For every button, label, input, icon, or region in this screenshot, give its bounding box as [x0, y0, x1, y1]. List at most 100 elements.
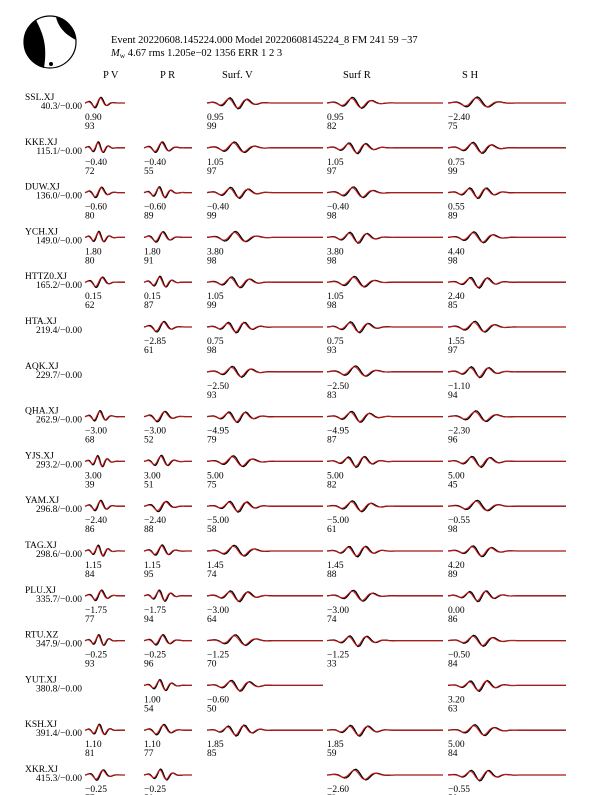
fit-percent-label: 91	[144, 256, 154, 266]
time-shift-label: 0.90	[85, 113, 102, 123]
fit-percent-label: 89	[448, 212, 458, 222]
fit-percent-label: 85	[448, 301, 458, 311]
station-name: HTA.XJ	[25, 317, 57, 327]
synthetic-waveform	[447, 187, 566, 199]
fit-percent-label: 82	[327, 480, 337, 490]
fit-percent-label: 89	[144, 212, 154, 222]
fit-percent-label: 89	[448, 570, 458, 580]
observed-waveform	[326, 275, 443, 288]
station-row: HTTZ0.XJ165.2/−0.000.15620.15871.05991.0…	[25, 272, 566, 311]
synthetic-waveform	[447, 456, 566, 467]
fit-percent-label: 95	[144, 570, 154, 580]
fit-percent-label: 39	[85, 480, 95, 490]
synthetic-waveform	[326, 276, 443, 288]
station-row: TAG.XJ298.6/−0.001.15841.15951.45741.458…	[25, 541, 566, 580]
time-shift-label: 1.45	[207, 561, 224, 571]
synthetic-waveform	[206, 142, 323, 153]
fit-percent-label: 85	[207, 749, 217, 759]
fit-percent-label: 77	[85, 615, 95, 625]
observed-waveform	[206, 411, 323, 424]
synthetic-waveform	[326, 232, 443, 243]
fit-percent-label: 93	[327, 346, 337, 356]
observed-waveform	[447, 769, 566, 782]
station-name: PLU.XJ	[25, 586, 56, 596]
synthetic-waveform	[84, 97, 125, 108]
station-distance: 293.2/−0.00	[36, 460, 82, 470]
station-distance: 165.2/−0.00	[36, 281, 82, 291]
time-shift-label: −0.40	[207, 203, 229, 213]
synthetic-waveform	[206, 725, 323, 736]
fit-percent-label: 86	[85, 525, 95, 535]
time-shift-label: −3.00	[207, 606, 229, 616]
synthetic-waveform	[143, 545, 192, 555]
station-name: YCH.XJ	[25, 227, 58, 237]
fit-percent-label: 99	[207, 122, 217, 132]
station-name: HTTZ0.XJ	[25, 272, 67, 282]
time-shift-label: −0.55	[448, 785, 470, 795]
fit-percent-label: 68	[85, 436, 95, 446]
synthetic-waveform	[447, 500, 566, 511]
time-shift-label: −0.40	[144, 158, 166, 168]
time-shift-label: 1.10	[85, 740, 102, 750]
station-row: HTA.XJ219.4/−0.00−2.85610.75980.75931.55…	[25, 317, 566, 356]
trace-sh: −0.5558	[447, 769, 566, 795]
fit-percent-label: 54	[144, 704, 154, 714]
time-shift-label: 3.20	[448, 695, 465, 705]
time-shift-label: 1.15	[144, 561, 161, 571]
station-row: KKE.XJ115.1/−0.00−0.4072−0.40551.05971.0…	[25, 138, 566, 177]
fit-percent-label: 84	[85, 570, 95, 580]
time-shift-label: 5.00	[448, 740, 465, 750]
station-distance: 40.3/−0.00	[41, 102, 82, 112]
time-shift-label: 5.00	[207, 471, 224, 481]
fit-percent-label: 63	[448, 704, 458, 714]
synthetic-waveform	[206, 187, 323, 199]
time-shift-label: −1.75	[144, 606, 166, 616]
synthetic-waveform	[447, 546, 566, 557]
synthetic-waveform	[206, 680, 323, 691]
observed-waveform	[84, 140, 125, 154]
time-shift-label: −1.75	[85, 606, 107, 616]
fit-percent-label: 50	[207, 704, 217, 714]
time-shift-label: −2.50	[327, 382, 349, 392]
synthetic-waveform	[143, 411, 192, 422]
observed-waveform	[447, 410, 566, 422]
time-shift-label: −2.40	[85, 516, 107, 526]
time-shift-label: −2.60	[327, 785, 349, 795]
station-row: QHA.XJ262.9/−0.00−3.0068−3.0052−4.9579−4…	[25, 407, 566, 446]
fit-percent-label: 59	[327, 749, 337, 759]
time-shift-label: 0.00	[448, 606, 465, 616]
observed-waveform	[206, 321, 323, 334]
station-distance: 262.9/−0.00	[36, 416, 82, 426]
time-shift-label: −0.25	[85, 651, 107, 661]
fit-percent-label: 80	[85, 212, 95, 222]
synthetic-waveform	[326, 456, 443, 467]
synthetic-waveform	[447, 232, 566, 243]
station-distance: 347.9/−0.00	[36, 640, 82, 650]
station-name: YAM.XJ	[25, 496, 59, 506]
synthetic-waveform	[447, 277, 566, 288]
synthetic-waveform	[447, 725, 566, 736]
fit-percent-label: 98	[327, 256, 337, 266]
synthetic-waveform	[206, 591, 323, 602]
fit-percent-label: 96	[448, 436, 458, 446]
synthetic-waveform	[326, 366, 443, 377]
